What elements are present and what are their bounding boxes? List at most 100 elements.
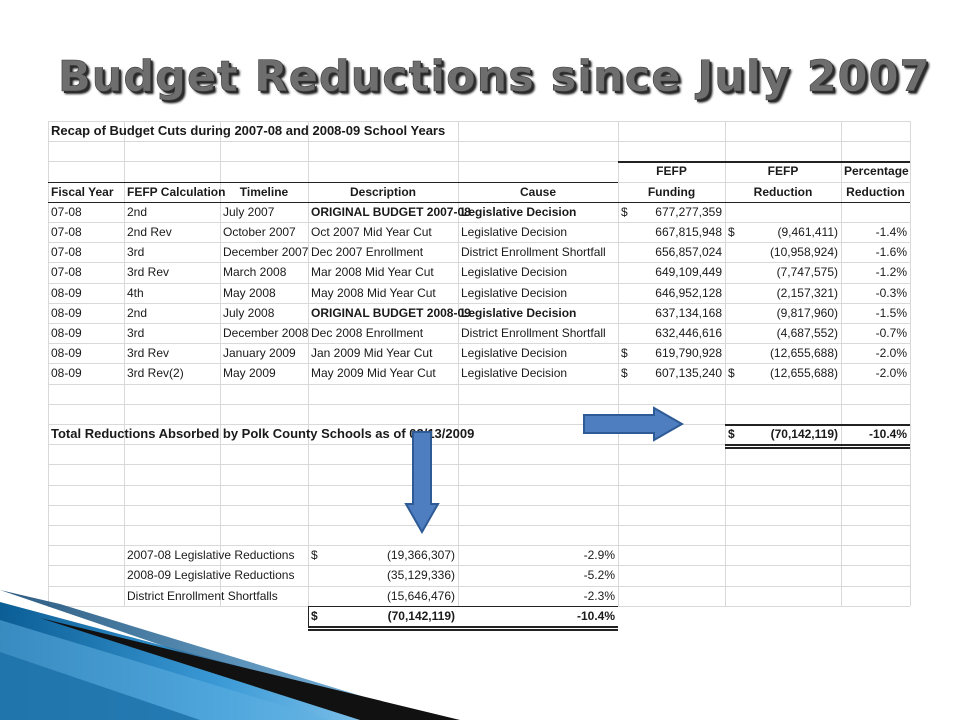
reduction-cell: (12,655,688) xyxy=(769,346,838,361)
percentage-cell: -2.0% xyxy=(875,346,907,361)
summary-label: 2007-08 Legislative Reductions xyxy=(127,548,295,563)
grid-line xyxy=(48,383,910,385)
reduction-cell xyxy=(725,202,841,222)
reduction-cell: (9,817,960) xyxy=(776,305,838,320)
recap-title: Recap of Budget Cuts during 2007-08 and … xyxy=(51,123,446,138)
percentage-cell: -2.0% xyxy=(875,366,907,381)
cause-cell: District Enrollment Shortfall xyxy=(461,326,606,340)
grid-line xyxy=(48,504,910,506)
fiscal-year-cell: 07-08 xyxy=(51,245,82,260)
percentage-cell: -0.7% xyxy=(875,326,907,340)
reduction-cell: (4,687,552) xyxy=(776,326,838,340)
percentage-cell xyxy=(841,202,910,222)
funding-header: Funding xyxy=(647,184,696,199)
grid-line xyxy=(48,585,910,587)
timeline-cell: May 2008 xyxy=(223,285,276,300)
summary-total-border xyxy=(308,629,618,631)
grid-line xyxy=(48,323,910,324)
percentage-cell: -1.6% xyxy=(875,245,907,260)
summary-total-symbol: $ xyxy=(311,608,318,623)
grid-line xyxy=(48,545,910,547)
reduction-cell: (7,747,575) xyxy=(776,265,838,280)
fefp-calc-cell: 2nd xyxy=(127,305,148,320)
grid-line xyxy=(48,302,910,304)
grid-line xyxy=(48,464,910,466)
description-header: Description xyxy=(349,184,416,199)
reduction-cell: (10,958,924) xyxy=(769,245,838,260)
timeline-cell: May 2009 xyxy=(223,366,276,381)
description-cell: Mar 2008 Mid Year Cut xyxy=(311,265,434,280)
description-cell: Dec 2008 Enrollment xyxy=(311,326,424,340)
description-cell: May 2009 Mid Year Cut xyxy=(311,366,436,381)
description-cell: May 2008 Mid Year Cut xyxy=(311,285,436,300)
fiscal-year-cell: 07-08 xyxy=(51,265,82,280)
timeline-cell: December 2008 xyxy=(223,326,309,340)
summary-label: District Enrollment Shortfalls xyxy=(127,588,278,603)
total-border xyxy=(725,444,910,446)
reduction-symbol-cell: $ xyxy=(728,225,735,239)
funding-cell: 649,109,449 xyxy=(655,265,722,280)
right-arrow-icon xyxy=(583,406,684,442)
fiscal-year-cell: 07-08 xyxy=(51,225,82,239)
timeline-cell: December 2007 xyxy=(223,245,309,260)
grid-line xyxy=(48,242,910,244)
funding-cell: 619,790,928 xyxy=(655,346,722,361)
timeline-cell: March 2008 xyxy=(223,265,287,280)
fefp-calc-cell: 4th xyxy=(127,285,144,300)
fefp-calc-cell: 2nd Rev xyxy=(127,225,172,239)
cause-cell: Legislative Decision xyxy=(461,305,577,320)
funding-symbol-cell: $ xyxy=(621,346,628,361)
down-arrow-icon xyxy=(404,431,440,534)
fiscal-year-header: Fiscal Year xyxy=(51,184,114,199)
cause-cell: District Enrollment Shortfall xyxy=(461,245,606,260)
grid-line xyxy=(48,525,910,526)
funding-symbol-cell: $ xyxy=(621,204,628,219)
percentage-cell: -0.3% xyxy=(875,285,907,300)
decorative-swoosh xyxy=(0,590,460,720)
slide-title: Budget Reductions since July 2007 xyxy=(58,52,931,103)
header-border xyxy=(618,161,910,163)
fiscal-year-cell: 08-09 xyxy=(51,326,82,340)
grid-line xyxy=(48,222,910,223)
total-symbol: $ xyxy=(728,427,735,441)
total-percentage: -10.4% xyxy=(868,427,907,441)
fefp-calculation-header: FEFP Calculation xyxy=(127,184,226,199)
total-border xyxy=(725,447,910,449)
grid-line xyxy=(48,403,910,405)
grid-line xyxy=(48,565,910,567)
cause-cell: Legislative Decision xyxy=(461,265,568,280)
cause-cell: Legislative Decision xyxy=(461,285,568,300)
grid-line xyxy=(48,262,910,264)
fefp-calc-cell: 3rd Rev xyxy=(127,346,170,361)
grid-line xyxy=(910,121,911,606)
header-border xyxy=(48,181,618,183)
funding-cell: 632,446,616 xyxy=(655,326,722,340)
fiscal-year-cell: 07-08 xyxy=(51,204,82,219)
grid-line xyxy=(48,282,910,284)
grid-line xyxy=(48,121,910,122)
summary-total-border xyxy=(308,605,309,626)
description-cell: Jan 2009 Mid Year Cut xyxy=(311,346,433,361)
reduction-group-header: FEFP xyxy=(767,164,799,179)
reduction-cell: (12,655,688) xyxy=(769,366,838,381)
description-cell: ORIGINAL BUDGET 2007-08 xyxy=(311,204,471,219)
fefp-calc-cell: 3rd xyxy=(127,326,145,340)
funding-cell: 646,952,128 xyxy=(655,285,722,300)
fefp-calc-cell: 2nd xyxy=(127,204,148,219)
total-border xyxy=(725,424,910,426)
funding-symbol-cell: $ xyxy=(621,366,628,381)
spreadsheet: Recap of Budget Cuts during 2007-08 and … xyxy=(48,121,911,631)
funding-group-header: FEFP xyxy=(656,164,687,179)
summary-value: (19,366,307) xyxy=(386,548,455,563)
cause-cell: Legislative Decision xyxy=(461,346,568,361)
fefp-calc-cell: 3rd Rev xyxy=(127,265,170,280)
fefp-calc-cell: 3rd xyxy=(127,245,145,260)
summary-value: (35,129,336) xyxy=(386,568,455,583)
summary-label: 2008-09 Legislative Reductions xyxy=(127,568,295,583)
grid-line xyxy=(48,484,910,486)
fefp-calc-cell: 3rd Rev(2) xyxy=(127,366,184,381)
summary-total-percentage: -10.4% xyxy=(576,608,615,623)
grid-line xyxy=(48,424,910,425)
funding-cell: 637,134,168 xyxy=(655,305,722,320)
grid-line xyxy=(48,343,910,345)
